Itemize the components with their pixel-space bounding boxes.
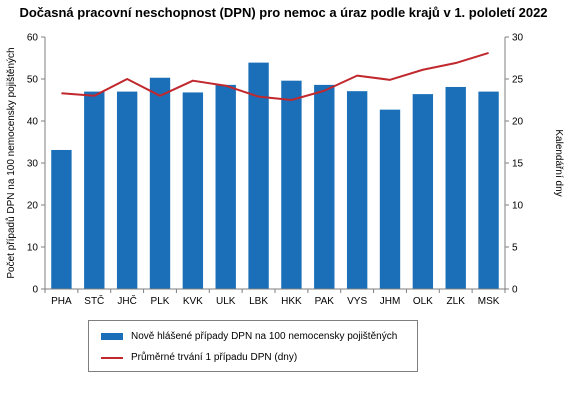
y2-tick-label: 20 (512, 117, 524, 128)
y2-tick-label: 15 (512, 159, 524, 170)
bar-lbk (248, 62, 269, 290)
x-tick-label-jhm: JHM (380, 296, 401, 307)
x-tick-label-pak: PAK (315, 296, 335, 307)
x-tick-label-kvk: KVK (183, 296, 203, 307)
y-tick-label: 20 (27, 201, 39, 212)
y2-tick-label: 10 (512, 201, 524, 212)
legend-swatch-line (101, 356, 123, 359)
legend-item-line-series: Průměrné trvání 1 případu DPN (dny) (101, 352, 297, 363)
legend: Nově hlášené případy DPN na 100 nemocens… (88, 320, 418, 372)
x-tick-label-pha: PHA (51, 296, 72, 307)
y2-axis-label: Kalendářní dny (553, 129, 564, 196)
bar-olk (412, 94, 434, 290)
x-tick-label-vys: VYS (347, 296, 367, 307)
bar-ulk (215, 84, 236, 289)
bar-pha (51, 149, 72, 289)
y2-tick-label: 5 (512, 243, 518, 254)
bar-stč (84, 91, 105, 289)
axes-layer: 0 10 20 30 40 50 60 0 5 10 15 20 25 30 PHA STČ JHČ PLK KVK… (27, 33, 524, 308)
x-tick-label-zlk: ZLK (447, 296, 466, 307)
y-tick-label: 50 (27, 75, 39, 86)
y-tick-label: 40 (27, 117, 39, 128)
bars-layer (51, 62, 499, 290)
legend-label-bar-series: Nově hlášené případy DPN na 100 nemocens… (131, 331, 398, 342)
legend-swatch-bar (101, 333, 123, 340)
bar-vys (346, 91, 368, 290)
y-tick-label: 30 (27, 159, 39, 170)
x-tick-label-hkk: HKK (281, 296, 302, 307)
y-tick-label: 10 (27, 243, 39, 254)
y2-tick-label: 0 (512, 285, 518, 296)
bar-zlk (445, 86, 466, 289)
legend-item-bar-series: Nově hlášené případy DPN na 100 nemocens… (101, 331, 397, 342)
y2-tick-label: 25 (512, 75, 524, 86)
x-tick-label-msk: MSK (478, 296, 500, 307)
y-tick-label: 0 (32, 285, 38, 296)
chart-title: Dočasná pracovní neschopnost (DPN) pro n… (19, 5, 548, 20)
y-tick-label: 60 (27, 33, 39, 44)
x-tick-label-stč: STČ (84, 294, 104, 307)
y-axis-label: Počet případů DPN na 100 nemocensky poji… (5, 47, 17, 278)
bar-jhm (379, 109, 401, 289)
bar-jhč (116, 91, 138, 289)
x-tick-label-plk: PLK (151, 296, 170, 307)
x-tick-label-jhč: JHČ (117, 294, 136, 307)
legend-label-line-series: Průměrné trvání 1 případu DPN (dny) (131, 352, 298, 363)
bar-plk (149, 77, 171, 290)
line-series-duration (61, 52, 489, 101)
x-tick-label-lbk: LBK (249, 296, 268, 307)
y2-tick-label: 30 (512, 33, 524, 44)
x-tick-label-olk: OLK (413, 296, 433, 307)
line-layer (61, 52, 489, 101)
x-tick-label-ulk: ULK (216, 296, 236, 307)
bar-pak (314, 84, 335, 289)
bar-kvk (182, 92, 204, 289)
bar-hkk (281, 80, 302, 290)
bar-msk (478, 91, 499, 289)
